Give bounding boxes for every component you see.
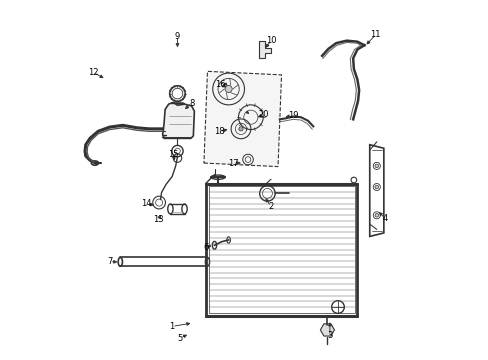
- Text: 1: 1: [169, 322, 174, 331]
- Text: 11: 11: [370, 30, 380, 39]
- Text: 6: 6: [203, 243, 208, 252]
- Text: 18: 18: [214, 127, 224, 136]
- Polygon shape: [163, 102, 194, 138]
- Text: 19: 19: [287, 111, 298, 120]
- Text: 15: 15: [168, 150, 178, 159]
- Text: 12: 12: [88, 68, 99, 77]
- Text: 4: 4: [382, 214, 387, 223]
- Circle shape: [238, 127, 243, 131]
- Text: 20: 20: [258, 110, 268, 119]
- Bar: [205, 184, 357, 316]
- Text: 17: 17: [227, 158, 238, 167]
- Circle shape: [224, 85, 232, 93]
- Circle shape: [374, 164, 378, 168]
- Text: 13: 13: [152, 215, 163, 224]
- Text: 3: 3: [326, 332, 332, 341]
- Text: 8: 8: [188, 99, 194, 108]
- Text: 10: 10: [265, 36, 276, 45]
- Text: 2: 2: [268, 202, 273, 211]
- Circle shape: [374, 185, 378, 189]
- Text: 5: 5: [177, 334, 183, 343]
- Bar: [208, 186, 354, 313]
- Circle shape: [374, 213, 378, 217]
- Text: 7: 7: [107, 257, 112, 266]
- Text: 16: 16: [215, 80, 225, 89]
- Polygon shape: [259, 41, 270, 58]
- Polygon shape: [203, 71, 281, 167]
- Text: 14: 14: [141, 199, 151, 208]
- Text: 9: 9: [175, 32, 180, 41]
